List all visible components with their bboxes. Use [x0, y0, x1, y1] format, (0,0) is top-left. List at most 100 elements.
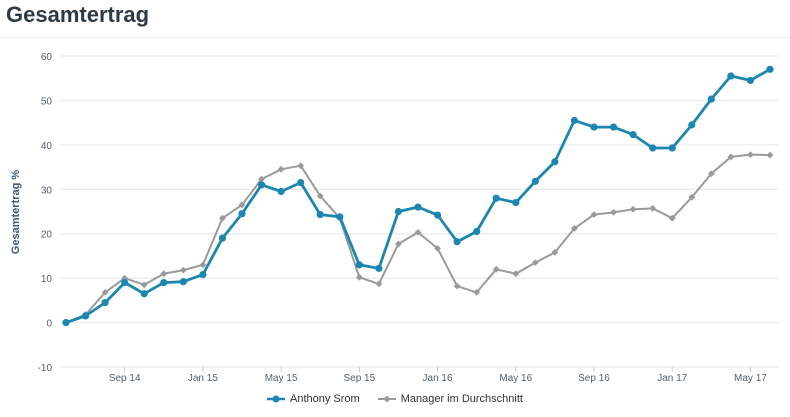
data-point [570, 116, 579, 125]
legend-label-series-2: Manager im Durchschnitt [400, 393, 523, 405]
data-point [727, 72, 735, 80]
data-point [395, 240, 402, 248]
x-tick-label: Jan 17 [657, 373, 687, 384]
legend-swatch-series-1 [267, 394, 285, 404]
y-tick-labels: -10 0 10 20 30 40 50 60 [38, 52, 53, 374]
data-point [668, 144, 676, 152]
series-line [65, 68, 771, 324]
y-axis-label: Gesamtertrag % [10, 170, 22, 255]
data-point [355, 261, 363, 269]
data-point [375, 280, 383, 288]
data-point [414, 203, 422, 211]
x-tick-label: May 15 [265, 373, 298, 384]
data-point [238, 210, 246, 218]
gridlines [60, 55, 778, 368]
data-point [199, 261, 207, 269]
data-point [649, 144, 657, 152]
data-point [434, 244, 441, 252]
data-point [160, 270, 168, 278]
data-point [531, 259, 539, 266]
data-point [707, 170, 715, 178]
data-point [316, 211, 324, 219]
data-point [394, 207, 403, 216]
data-point [179, 266, 187, 274]
data-point [727, 153, 735, 161]
data-point [414, 228, 422, 236]
x-tick-labels: Sep 14 Jan 15 May 15 Sep 15 Jan 16 May 16 Sep … [109, 367, 767, 384]
data-point [277, 187, 285, 196]
x-tick-label: Sep 16 [578, 373, 610, 384]
data-point [199, 270, 207, 279]
data-point [375, 264, 383, 272]
data-point [766, 151, 774, 159]
series-line [65, 153, 771, 324]
x-tick-label: Sep 15 [343, 373, 375, 384]
data-point [160, 278, 168, 287]
x-tick-label: May 16 [499, 373, 532, 384]
data-point [453, 238, 461, 246]
y-tick-label: 20 [41, 230, 53, 241]
data-point [258, 175, 265, 183]
x-tick-label: May 17 [734, 373, 767, 384]
data-point [101, 288, 109, 296]
x-tick-label: Sep 14 [109, 373, 141, 384]
data-point [355, 273, 363, 281]
data-point [453, 282, 461, 290]
data-point [473, 227, 481, 236]
data-point [571, 224, 578, 232]
series-1 [62, 65, 774, 327]
data-point [590, 123, 598, 131]
data-point [766, 65, 774, 73]
y-tick-label: 0 [46, 319, 52, 330]
series-layer [62, 65, 774, 327]
legend-item-series-1[interactable]: Anthony Srom [267, 393, 360, 405]
title-divider [0, 37, 790, 38]
data-point [297, 162, 305, 170]
x-tick-label: Jan 16 [423, 373, 453, 384]
data-point [610, 208, 617, 216]
data-point [512, 270, 520, 278]
data-point [238, 201, 246, 209]
x-tick-label: Jan 15 [188, 373, 218, 384]
data-point [473, 288, 481, 296]
data-point [531, 177, 539, 185]
data-point [140, 290, 148, 298]
data-point [688, 193, 696, 201]
data-point [121, 278, 129, 287]
data-point [218, 234, 227, 242]
data-point [277, 165, 285, 173]
data-point [140, 281, 148, 289]
data-point [512, 199, 520, 207]
legend-label-series-1: Anthony Srom [290, 393, 360, 405]
data-point [649, 204, 657, 212]
data-point [551, 158, 559, 166]
data-point [668, 214, 676, 222]
data-point [297, 179, 305, 187]
data-point [747, 151, 754, 159]
chart-title: Gesamtertrag [6, 2, 150, 27]
data-point [492, 265, 500, 273]
series-2 [62, 151, 774, 326]
legend: Anthony Srom Manager im Durchschnitt [0, 393, 790, 405]
data-point [62, 318, 70, 327]
data-point [590, 211, 598, 219]
legend-item-series-2[interactable]: Manager im Durchschnitt [377, 393, 523, 405]
data-point [257, 181, 266, 189]
y-tick-label: 10 [41, 274, 53, 285]
data-point [707, 95, 715, 103]
data-point [551, 248, 559, 256]
data-point [179, 278, 187, 286]
data-point [688, 121, 696, 129]
data-point [492, 194, 500, 202]
y-tick-label: 50 [41, 96, 53, 107]
data-point [609, 123, 618, 131]
data-point [629, 131, 637, 139]
data-point [746, 76, 755, 85]
data-point [219, 214, 226, 222]
y-tick-label: 40 [41, 141, 53, 152]
y-tick-label: -10 [38, 363, 53, 374]
y-tick-label: 60 [41, 52, 53, 63]
legend-swatch-series-2 [377, 394, 396, 404]
y-tick-label: 30 [41, 185, 53, 196]
